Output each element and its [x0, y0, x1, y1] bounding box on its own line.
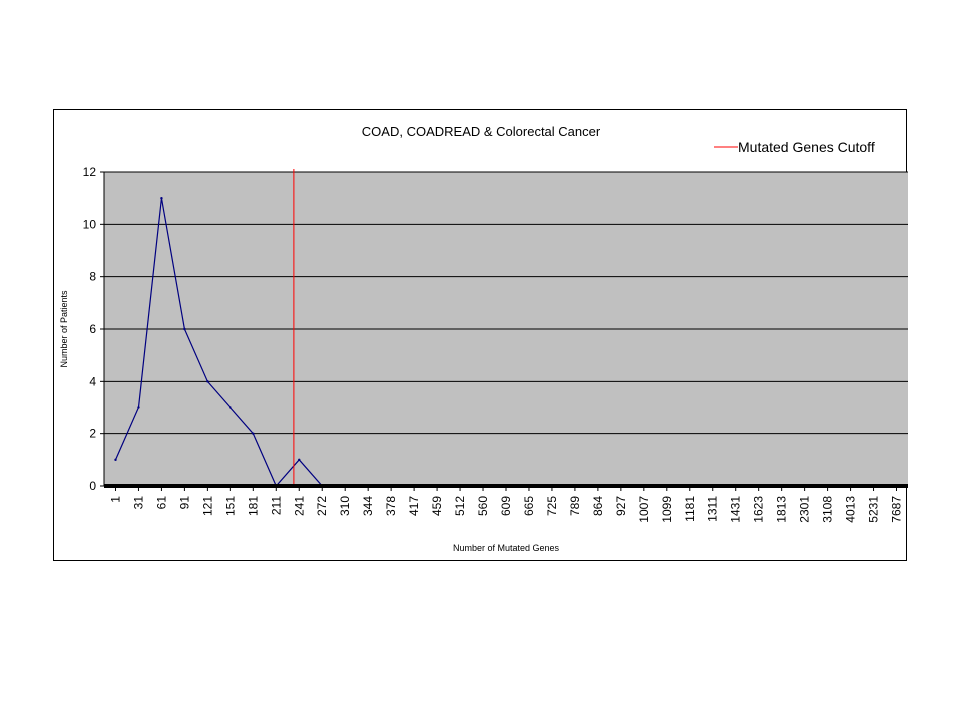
x-tick-label: 181 — [246, 496, 260, 516]
x-tick-label: 211 — [269, 496, 283, 515]
y-axis-title: Number of Patients — [59, 290, 69, 368]
x-tick-label: 789 — [568, 496, 582, 516]
legend-label: Mutated Genes Cutoff — [738, 139, 875, 155]
x-axis-title: Number of Mutated Genes — [453, 543, 560, 553]
x-tick-label: 91 — [177, 496, 191, 510]
x-tick-label: 864 — [591, 496, 605, 516]
x-tick-label: 1311 — [706, 496, 720, 522]
series-point — [160, 196, 163, 200]
grid-lines — [104, 171, 908, 435]
x-tick-label: 1181 — [683, 496, 697, 522]
series-point — [229, 406, 232, 409]
x-tick-label: 61 — [154, 496, 168, 510]
x-tick-label: 2301 — [798, 496, 812, 523]
x-tick-label: 1007 — [637, 496, 651, 523]
x-tick-label: 1431 — [729, 496, 743, 523]
chart-svg: COAD, COADREAD & Colorectal Cancer 0 2 4 6 8… — [59, 124, 908, 553]
series-point — [137, 406, 140, 409]
x-tick-label: 560 — [476, 496, 490, 516]
y-tick-label: 10 — [83, 217, 97, 231]
x-tick-label: 310 — [338, 496, 352, 516]
y-tick-label: 8 — [89, 270, 96, 284]
x-tick-label: 344 — [361, 496, 375, 516]
plot-area — [103, 169, 908, 488]
y-tick-label: 0 — [89, 479, 96, 493]
chart-frame: COAD, COADREAD & Colorectal Cancer 0 2 4 6 8… — [53, 109, 908, 561]
x-tick-label: 121 — [200, 496, 214, 516]
x-tick-label: 609 — [499, 496, 513, 516]
x-tick-label: 7687 — [890, 496, 904, 523]
series-point — [298, 458, 301, 462]
x-tick-label: 417 — [407, 496, 421, 516]
y-tick-label: 6 — [89, 322, 96, 336]
y-tick-label: 12 — [83, 165, 97, 179]
x-ticks: 1 31 61 91 121 151 181 211 241 272 310 344 378 417 459… — [108, 486, 904, 523]
x-tick-label: 459 — [430, 496, 444, 516]
x-tick-label: 272 — [315, 496, 329, 516]
x-tick-label: 4013 — [844, 496, 858, 523]
x-tick-label: 1 — [108, 496, 122, 503]
y-ticks: 0 2 4 6 8 10 12 — [83, 165, 104, 493]
series-point — [252, 432, 255, 435]
x-tick-label: 378 — [384, 496, 398, 516]
x-tick-label: 512 — [453, 496, 467, 516]
y-tick-label: 2 — [89, 427, 96, 441]
x-tick-label: 725 — [545, 496, 559, 516]
x-tick-label: 241 — [292, 496, 306, 516]
x-tick-label: 1813 — [775, 496, 789, 523]
legend: Mutated Genes Cutoff — [714, 139, 875, 155]
y-tick-label: 4 — [89, 374, 96, 388]
x-tick-label: 665 — [522, 496, 536, 516]
x-tick-label: 927 — [614, 496, 628, 516]
series-point — [114, 458, 117, 462]
x-tick-label: 3108 — [821, 496, 835, 523]
x-tick-label: 1623 — [752, 496, 766, 523]
x-tick-label: 5231 — [867, 496, 881, 523]
x-tick-label: 31 — [131, 496, 145, 510]
x-tick-label: 1099 — [660, 496, 674, 523]
series-point — [183, 327, 186, 331]
chart-title: COAD, COADREAD & Colorectal Cancer — [362, 124, 601, 139]
series-point — [206, 380, 209, 383]
x-tick-label: 151 — [223, 496, 237, 516]
